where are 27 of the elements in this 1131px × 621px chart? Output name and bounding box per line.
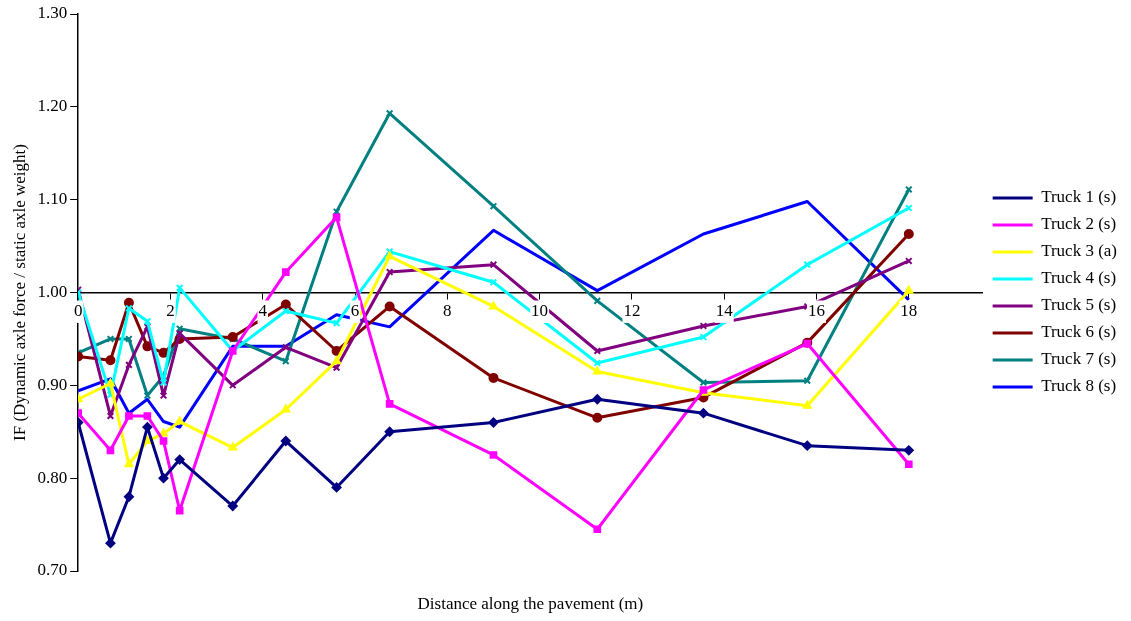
y-tick-label: 1.10 — [37, 189, 68, 209]
x-tick-label: 0 — [73, 301, 83, 321]
x-tick-label: 4 — [258, 301, 268, 321]
legend-label: Truck 1 (s) — [1041, 187, 1117, 207]
y-tick-label: 0.90 — [37, 374, 68, 394]
x-tick-label: 6 — [350, 301, 360, 321]
y-tick-label: 0.80 — [37, 467, 68, 487]
y-axis-title: IF (Dynamic axle force / static axle weight) — [9, 144, 29, 441]
y-tick-label: 1.00 — [37, 281, 68, 301]
x-axis-title: Distance along the pavement (m) — [417, 593, 644, 613]
x-tick-label: 18 — [900, 301, 918, 321]
legend-label: Truck 3 (a) — [1041, 241, 1118, 261]
legend-label: Truck 4 (s) — [1041, 268, 1117, 288]
x-tick-label: 10 — [531, 301, 549, 321]
x-tick-label: 2 — [166, 301, 175, 321]
legend-label: Truck 7 (s) — [1041, 349, 1117, 369]
y-tick-label: 1.20 — [37, 96, 68, 116]
legend-label: Truck 6 (s) — [1041, 322, 1117, 342]
legend-label: Truck 8 (s) — [1041, 376, 1117, 396]
x-tick-label: 12 — [623, 301, 641, 321]
legend-label: Truck 5 (s) — [1041, 295, 1117, 315]
x-tick-label: 14 — [715, 301, 734, 321]
y-tick-label: 1.30 — [37, 3, 68, 23]
x-tick-label: 16 — [808, 301, 826, 321]
legend-label: Truck 2 (s) — [1041, 214, 1117, 234]
y-tick-label: 0.70 — [37, 560, 68, 580]
x-tick-label: 8 — [443, 301, 452, 321]
